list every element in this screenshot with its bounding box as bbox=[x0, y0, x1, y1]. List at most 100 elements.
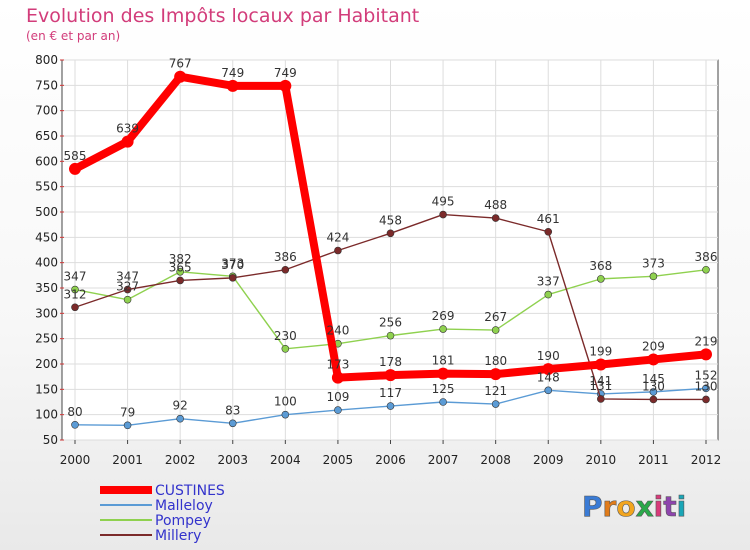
y-tick-label: 250 bbox=[35, 332, 58, 346]
y-tick-label: 650 bbox=[35, 129, 58, 143]
data-label: 180 bbox=[484, 354, 507, 368]
data-label: 382 bbox=[169, 252, 192, 266]
data-label: 148 bbox=[537, 370, 560, 384]
data-point bbox=[123, 421, 132, 430]
brand-letter: x bbox=[636, 490, 654, 523]
data-label: 386 bbox=[274, 250, 297, 264]
data-label: 109 bbox=[326, 390, 349, 404]
data-point bbox=[121, 135, 134, 148]
data-label: 386 bbox=[695, 250, 718, 264]
data-point bbox=[228, 274, 237, 282]
brand-letter: t bbox=[663, 490, 676, 523]
data-point bbox=[281, 265, 290, 274]
data-label: 585 bbox=[64, 149, 87, 163]
data-point bbox=[123, 285, 132, 294]
x-tick-label: 2002 bbox=[165, 453, 196, 467]
data-point bbox=[331, 371, 344, 384]
data-point bbox=[174, 70, 187, 83]
data-point bbox=[542, 363, 555, 376]
data-point bbox=[439, 210, 447, 219]
y-tick-label: 400 bbox=[35, 256, 58, 270]
data-point bbox=[437, 367, 450, 380]
legend-label: Pompey bbox=[155, 513, 211, 529]
x-tick-label: 2001 bbox=[112, 453, 143, 467]
data-point bbox=[544, 386, 553, 395]
y-tick-label: 600 bbox=[35, 154, 58, 168]
data-point bbox=[386, 229, 395, 238]
data-label: 347 bbox=[116, 270, 139, 284]
data-label: 178 bbox=[379, 355, 402, 369]
x-tick-label: 2005 bbox=[323, 453, 354, 467]
data-label: 256 bbox=[379, 316, 402, 330]
data-label: 267 bbox=[484, 310, 507, 324]
proxiti-logo: Proxiti bbox=[582, 490, 687, 524]
y-tick-label: 550 bbox=[35, 180, 58, 194]
data-point bbox=[702, 384, 710, 393]
y-tick-label: 750 bbox=[35, 78, 58, 92]
data-point bbox=[647, 353, 660, 366]
data-label: 199 bbox=[589, 345, 612, 359]
data-label: 145 bbox=[642, 372, 665, 386]
data-label: 131 bbox=[589, 379, 612, 393]
data-label: 312 bbox=[64, 287, 87, 301]
x-tick-label: 2011 bbox=[638, 453, 669, 467]
data-point bbox=[228, 419, 237, 428]
x-tick-label: 2004 bbox=[270, 453, 301, 467]
x-tick-label: 2012 bbox=[691, 453, 722, 467]
data-point bbox=[281, 344, 290, 353]
data-label: 92 bbox=[173, 399, 188, 413]
series-lines bbox=[69, 70, 712, 430]
data-point bbox=[439, 325, 447, 333]
data-point bbox=[226, 79, 239, 92]
data-label: 461 bbox=[537, 212, 560, 226]
data-point bbox=[491, 400, 500, 408]
data-label: 269 bbox=[432, 309, 455, 323]
data-point bbox=[702, 395, 710, 404]
data-label: 121 bbox=[484, 384, 507, 398]
brand-letter: i bbox=[677, 490, 687, 523]
plot-area: 50 100 150 200 250 300 350 400 450 500 550 600 650 70… bbox=[35, 53, 721, 467]
x-tick-label: 2007 bbox=[428, 453, 459, 467]
data-point bbox=[649, 388, 658, 396]
x-tick-label: 2000 bbox=[60, 453, 91, 467]
data-point bbox=[176, 267, 184, 276]
data-point bbox=[386, 402, 395, 410]
data-label: 219 bbox=[695, 334, 718, 348]
data-label: 100 bbox=[274, 395, 297, 409]
data-point bbox=[491, 326, 500, 334]
data-point bbox=[702, 265, 710, 274]
data-label: 190 bbox=[537, 349, 560, 363]
x-tick-label: 2009 bbox=[533, 453, 564, 467]
data-label: 79 bbox=[120, 405, 135, 419]
y-tick-label: 200 bbox=[35, 357, 58, 371]
x-axis: 2000 2001 2002 2003 2004 2005 2006 2007 2008 2009… bbox=[60, 440, 722, 467]
data-label: 80 bbox=[67, 405, 82, 419]
data-label: 327 bbox=[116, 280, 139, 294]
y-tick-label: 100 bbox=[35, 408, 58, 422]
y-tick-label: 50 bbox=[43, 433, 58, 447]
data-label: 230 bbox=[274, 329, 297, 343]
data-point bbox=[71, 420, 79, 429]
data-point bbox=[489, 368, 502, 381]
y-tick-label: 700 bbox=[35, 104, 58, 118]
data-label: 749 bbox=[274, 66, 297, 80]
data-label: 337 bbox=[537, 275, 560, 289]
brand-wordmark: Proxiti bbox=[582, 490, 686, 523]
data-point bbox=[649, 272, 658, 281]
data-label: 83 bbox=[225, 403, 240, 417]
data-label: 368 bbox=[589, 259, 612, 273]
chart-title: Evolution des Impôts locaux par Habitant bbox=[26, 5, 419, 27]
y-tick-label: 300 bbox=[35, 306, 58, 320]
data-point bbox=[491, 214, 500, 222]
grid-lines bbox=[62, 59, 718, 441]
data-point bbox=[386, 331, 395, 340]
brand-letter: i bbox=[654, 490, 664, 523]
data-label: 141 bbox=[589, 374, 612, 388]
data-label: 173 bbox=[326, 358, 349, 372]
data-point bbox=[544, 290, 553, 299]
data-label: 495 bbox=[432, 195, 455, 209]
data-label: 373 bbox=[642, 256, 665, 270]
data-label: 370 bbox=[221, 258, 244, 272]
